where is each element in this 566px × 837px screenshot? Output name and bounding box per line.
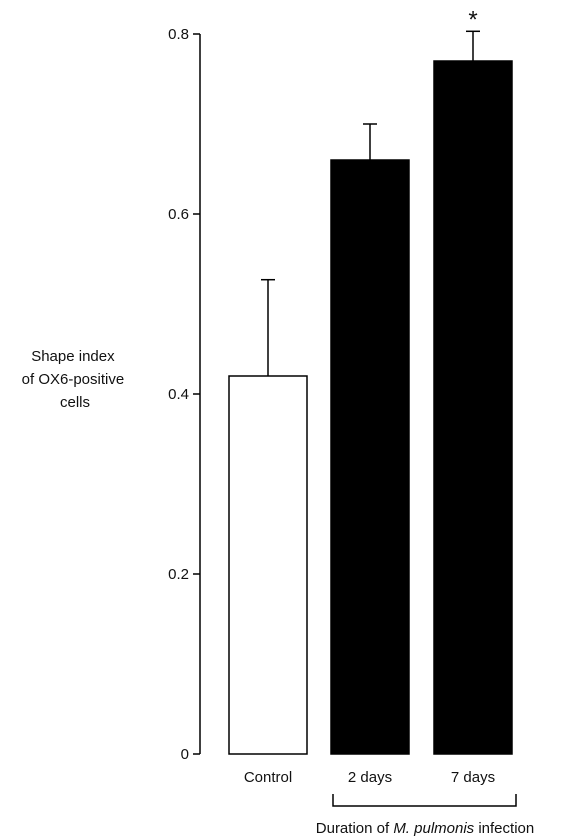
category-label: 7 days: [451, 769, 495, 786]
y-tick-label: 0: [181, 746, 189, 763]
error-bars: [261, 30, 480, 376]
y-tick-label: 0.4: [168, 386, 189, 403]
bar-7-days: [433, 60, 513, 755]
y-tick-label: 0.2: [168, 566, 189, 583]
category-labels: Control 2 days 7 days: [244, 769, 495, 786]
x-axis-label-italic: M. pulmonis: [393, 820, 474, 837]
x-axis-label: Duration of M. pulmonis infection: [316, 820, 534, 837]
bars: [228, 60, 513, 755]
bar-control: [228, 375, 308, 755]
significance-marker: *: [468, 6, 477, 33]
y-axis-label-line-1: Shape index: [31, 348, 115, 365]
y-tick-label: 0.6: [168, 206, 189, 223]
y-tick-label: 0.8: [168, 26, 189, 43]
x-bracket: [332, 794, 517, 807]
category-label: Control: [244, 769, 292, 786]
category-label: 2 days: [348, 769, 392, 786]
x-axis-label-prefix: Duration of: [316, 820, 394, 837]
x-axis-label-suffix: infection: [474, 820, 534, 837]
y-axis-label-line-2: of OX6-positive: [22, 371, 125, 388]
y-axis-label-line-3: cells: [60, 394, 90, 411]
bar-2-days: [330, 159, 410, 755]
y-axis: 0 0.2 0.4 0.6 0.8: [168, 26, 201, 763]
y-axis-label: Shape index of OX6-positive cells: [22, 348, 129, 411]
significance-markers: *: [468, 6, 477, 33]
